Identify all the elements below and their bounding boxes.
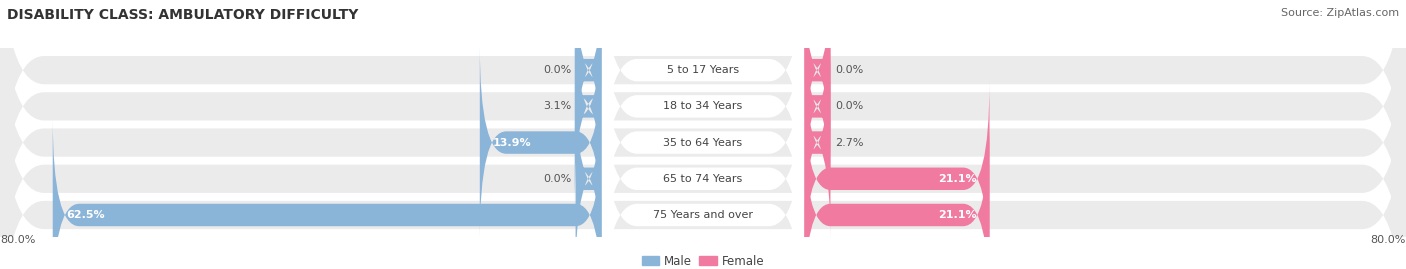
- Text: 0.0%: 0.0%: [835, 65, 863, 75]
- Text: DISABILITY CLASS: AMBULATORY DIFFICULTY: DISABILITY CLASS: AMBULATORY DIFFICULTY: [7, 8, 359, 22]
- FancyBboxPatch shape: [602, 0, 804, 240]
- Legend: Male, Female: Male, Female: [637, 250, 769, 269]
- FancyBboxPatch shape: [804, 118, 990, 269]
- FancyBboxPatch shape: [0, 0, 1406, 237]
- Text: 0.0%: 0.0%: [543, 174, 571, 184]
- FancyBboxPatch shape: [602, 81, 804, 269]
- Text: 18 to 34 Years: 18 to 34 Years: [664, 101, 742, 111]
- Text: 21.1%: 21.1%: [938, 210, 976, 220]
- Text: 3.1%: 3.1%: [543, 101, 571, 111]
- Text: 65 to 74 Years: 65 to 74 Years: [664, 174, 742, 184]
- Text: 5 to 17 Years: 5 to 17 Years: [666, 65, 740, 75]
- Text: 21.1%: 21.1%: [938, 174, 976, 184]
- FancyBboxPatch shape: [804, 81, 990, 269]
- FancyBboxPatch shape: [479, 45, 602, 240]
- FancyBboxPatch shape: [804, 45, 831, 240]
- FancyBboxPatch shape: [602, 0, 804, 204]
- FancyBboxPatch shape: [53, 118, 602, 269]
- Text: 35 to 64 Years: 35 to 64 Years: [664, 137, 742, 148]
- Text: 2.7%: 2.7%: [835, 137, 863, 148]
- FancyBboxPatch shape: [575, 0, 602, 168]
- FancyBboxPatch shape: [0, 12, 1406, 269]
- FancyBboxPatch shape: [575, 9, 602, 204]
- FancyBboxPatch shape: [602, 45, 804, 269]
- FancyBboxPatch shape: [575, 81, 602, 269]
- FancyBboxPatch shape: [804, 0, 831, 168]
- Text: 80.0%: 80.0%: [1371, 235, 1406, 245]
- Text: Source: ZipAtlas.com: Source: ZipAtlas.com: [1281, 8, 1399, 18]
- FancyBboxPatch shape: [0, 48, 1406, 269]
- Text: 75 Years and over: 75 Years and over: [652, 210, 754, 220]
- FancyBboxPatch shape: [804, 9, 831, 204]
- FancyBboxPatch shape: [602, 9, 804, 269]
- Text: 62.5%: 62.5%: [66, 210, 104, 220]
- Text: 13.9%: 13.9%: [494, 137, 531, 148]
- Text: 0.0%: 0.0%: [835, 101, 863, 111]
- Text: 80.0%: 80.0%: [0, 235, 35, 245]
- Text: 0.0%: 0.0%: [543, 65, 571, 75]
